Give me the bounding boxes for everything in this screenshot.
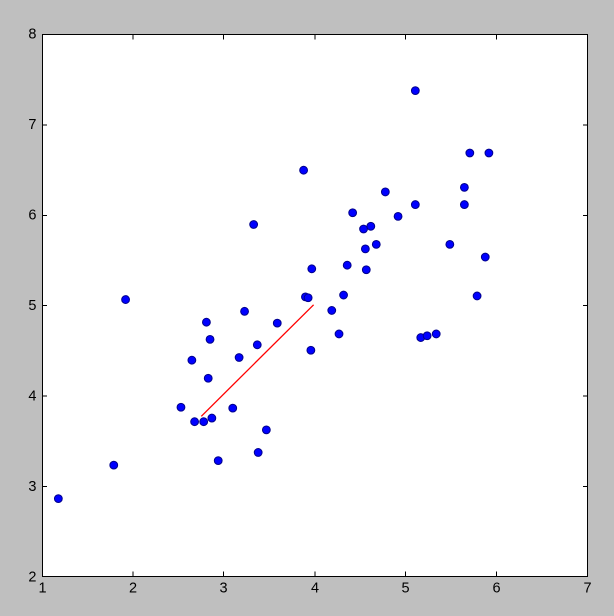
svg-text:6: 6 (492, 581, 500, 597)
svg-text:3: 3 (28, 479, 36, 495)
svg-text:1: 1 (38, 581, 46, 597)
svg-text:8: 8 (28, 27, 36, 43)
svg-text:3: 3 (219, 581, 227, 597)
svg-text:6: 6 (28, 207, 36, 223)
svg-text:7: 7 (28, 117, 36, 133)
svg-text:2: 2 (129, 581, 137, 597)
svg-text:5: 5 (28, 298, 36, 314)
svg-text:2: 2 (28, 569, 36, 585)
svg-text:5: 5 (401, 581, 409, 597)
svg-text:7: 7 (583, 581, 591, 597)
svg-text:4: 4 (311, 581, 319, 597)
svg-text:4: 4 (28, 388, 36, 404)
